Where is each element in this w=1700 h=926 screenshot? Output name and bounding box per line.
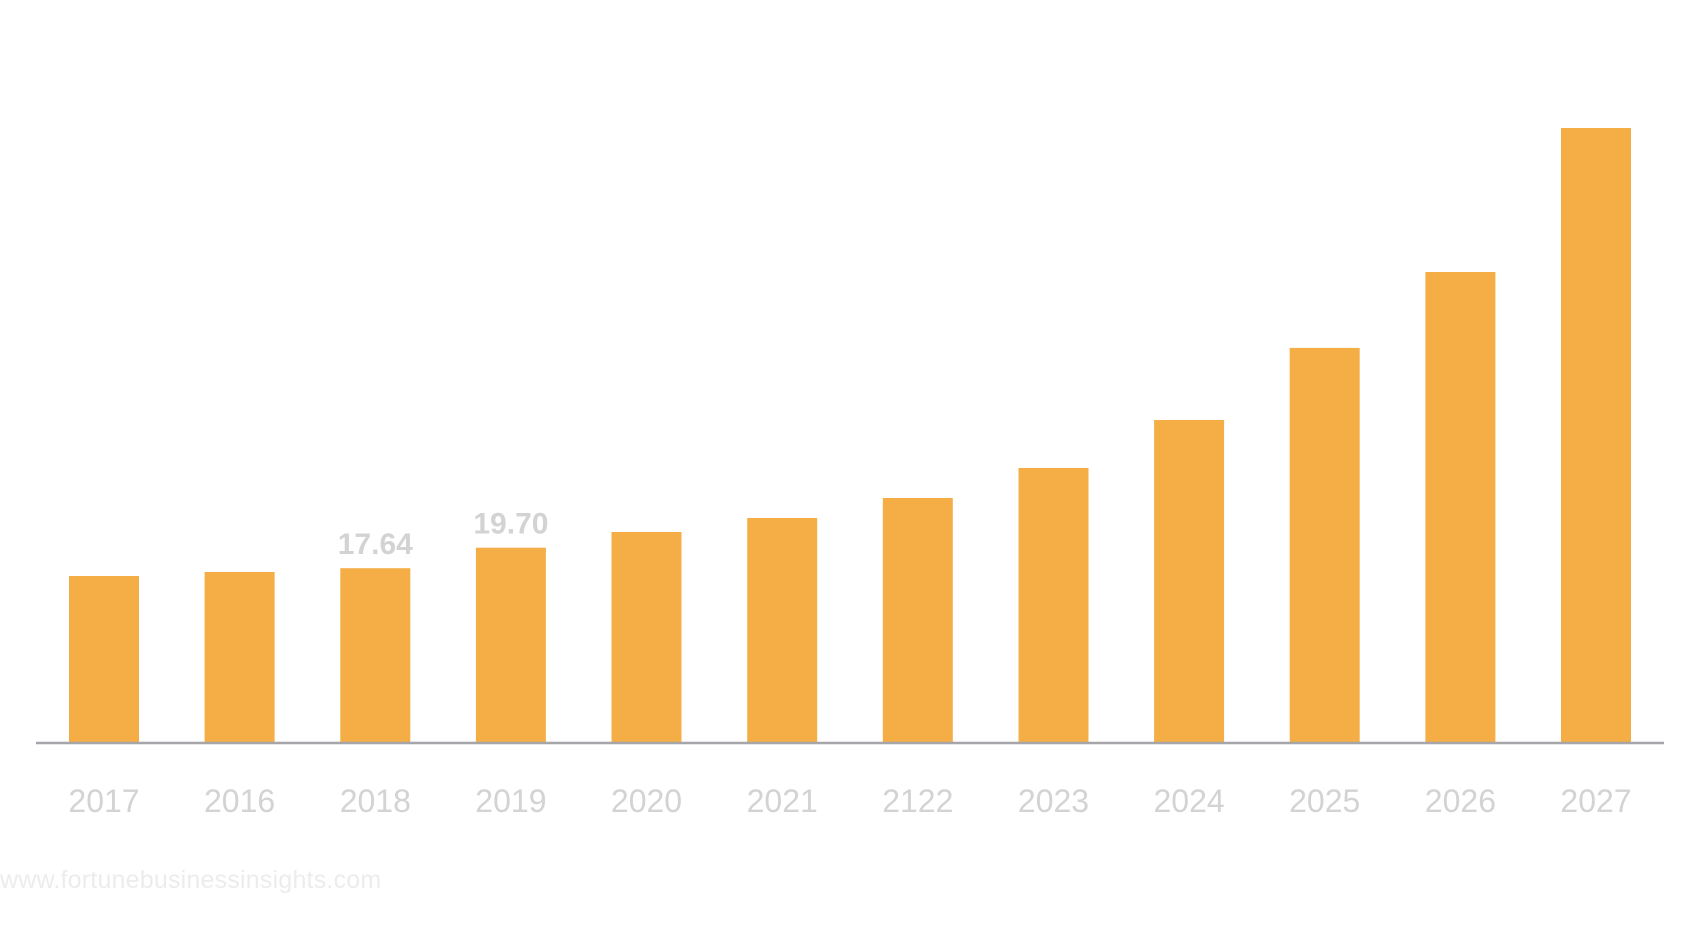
x-tick-label-2021: 2021 <box>747 783 818 819</box>
x-tick-label-2018: 2018 <box>340 783 411 819</box>
x-tick-label-2026: 2026 <box>1425 783 1496 819</box>
x-tick-label-2122: 2122 <box>882 783 953 819</box>
data-labels: 17.64 19.70 <box>338 508 549 562</box>
x-tick-label-2027: 2027 <box>1560 783 1631 819</box>
x-tick-label-2020: 2020 <box>611 783 682 819</box>
x-tick-label-2019: 2019 <box>475 783 546 819</box>
x-tick-label-2017: 2017 <box>68 783 139 819</box>
bar-2021 <box>747 518 818 744</box>
data-label-2019: 19.70 <box>473 508 548 541</box>
bar-2026 <box>1425 272 1496 744</box>
bar-2017 <box>69 576 139 744</box>
bar-2025 <box>1289 347 1360 744</box>
x-tick-labels: 2017 2016 2018 2019 2020 2021 2122 2023 2024 2025… <box>68 783 1631 819</box>
bar-2027 <box>1561 128 1631 744</box>
bar-2019 <box>475 547 546 744</box>
bar-2024 <box>1154 420 1225 744</box>
bar-2023 <box>1018 468 1089 744</box>
watermark-text: www.fortunebusinessinsights.com <box>0 866 382 894</box>
bar-2018 <box>340 568 411 744</box>
x-tick-label-2025: 2025 <box>1289 783 1360 819</box>
x-tick-label-2023: 2023 <box>1018 783 1089 819</box>
data-label-2018: 17.64 <box>338 528 413 561</box>
x-tick-label-2016: 2016 <box>204 783 275 819</box>
bar-2020 <box>611 532 682 744</box>
bar-2122 <box>882 498 953 744</box>
bar-2016 <box>204 572 275 744</box>
x-tick-label-2024: 2024 <box>1154 783 1225 819</box>
bars-layer <box>69 128 1631 744</box>
